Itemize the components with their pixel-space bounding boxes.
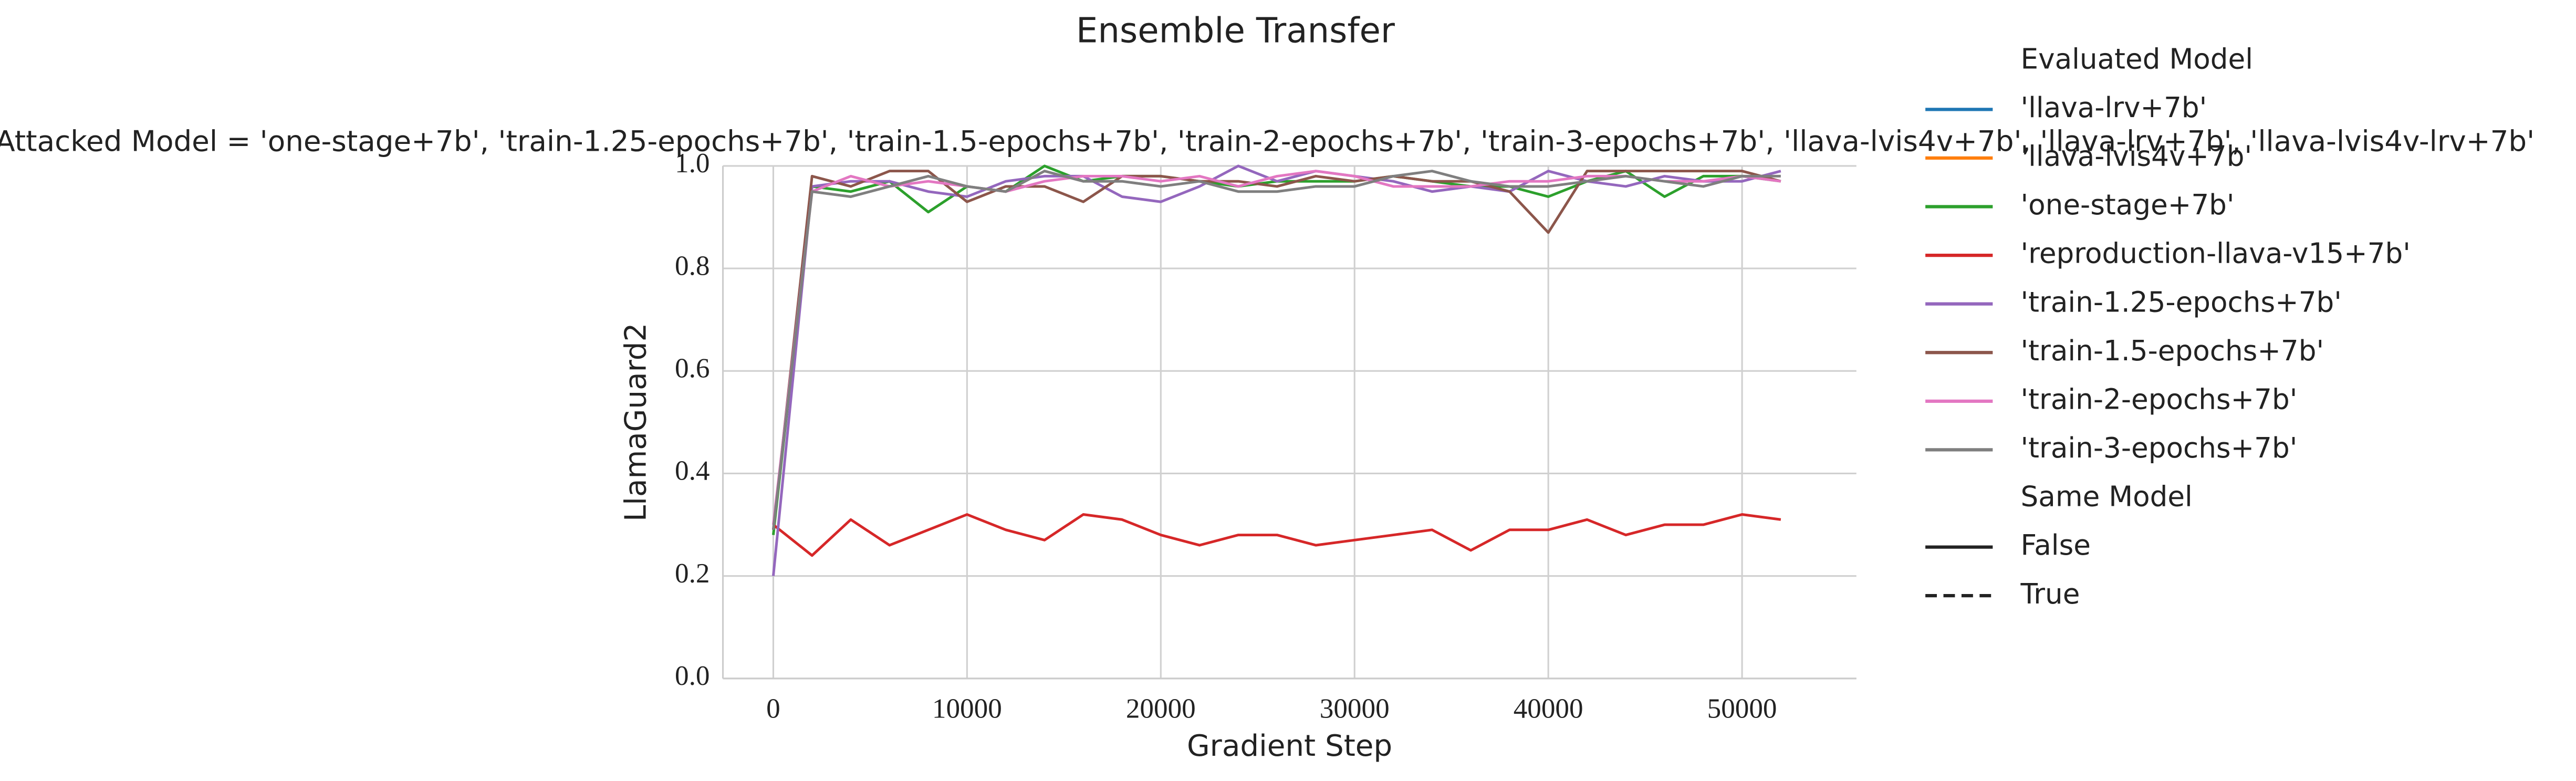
y-tick-label: 0.0 (675, 660, 710, 691)
x-tick-label: 30000 (1320, 693, 1390, 724)
series-line (771, 164, 1781, 535)
x-tick-label: 50000 (1707, 693, 1777, 724)
legend-label: 'train-2-epochs+7b' (2021, 383, 2298, 415)
y-tick-label: 0.2 (675, 558, 710, 589)
legend-label: True (2020, 578, 2080, 610)
legend-label: 'train-1.5-epochs+7b' (2021, 335, 2324, 367)
y-tick-label: 1.0 (675, 148, 710, 179)
legend-label: 'train-1.25-epochs+7b' (2021, 286, 2342, 318)
y-tick-label: 0.6 (675, 352, 710, 383)
grid (723, 165, 1857, 680)
series-line (771, 164, 1781, 576)
chart-subtitle: Attacked Model = 'one-stage+7b', 'train-… (0, 124, 2535, 158)
y-tick-label: 0.8 (675, 250, 710, 281)
x-tick-label: 0 (766, 693, 780, 724)
series-line (771, 170, 1781, 530)
series-line (772, 513, 1781, 557)
x-tick-label: 40000 (1514, 693, 1583, 724)
legend-title: Same Model (2021, 481, 2193, 513)
legend-label: False (2021, 529, 2091, 561)
chart-title: Ensemble Transfer (1076, 11, 1395, 51)
x-tick-label: 10000 (932, 693, 1002, 724)
legend-label: 'llava-lrv+7b' (2021, 91, 2207, 124)
y-axis-label: LlamaGuard2 (619, 323, 653, 522)
x-tick-label: 20000 (1126, 693, 1196, 724)
series-line (771, 170, 1781, 530)
legend-label: 'llava-lvis4v+7b' (2021, 140, 2252, 173)
x-axis-label: Gradient Step (1187, 729, 1392, 763)
legend-label: 'one-stage+7b' (2021, 189, 2235, 221)
legend-title: Evaluated Model (2021, 43, 2253, 75)
y-tick-label: 0.4 (675, 455, 710, 486)
legend-label: 'reproduction-llava-v15+7b' (2021, 237, 2411, 270)
series-line (771, 170, 1781, 525)
legend-label: 'train-3-epochs+7b' (2021, 432, 2298, 464)
